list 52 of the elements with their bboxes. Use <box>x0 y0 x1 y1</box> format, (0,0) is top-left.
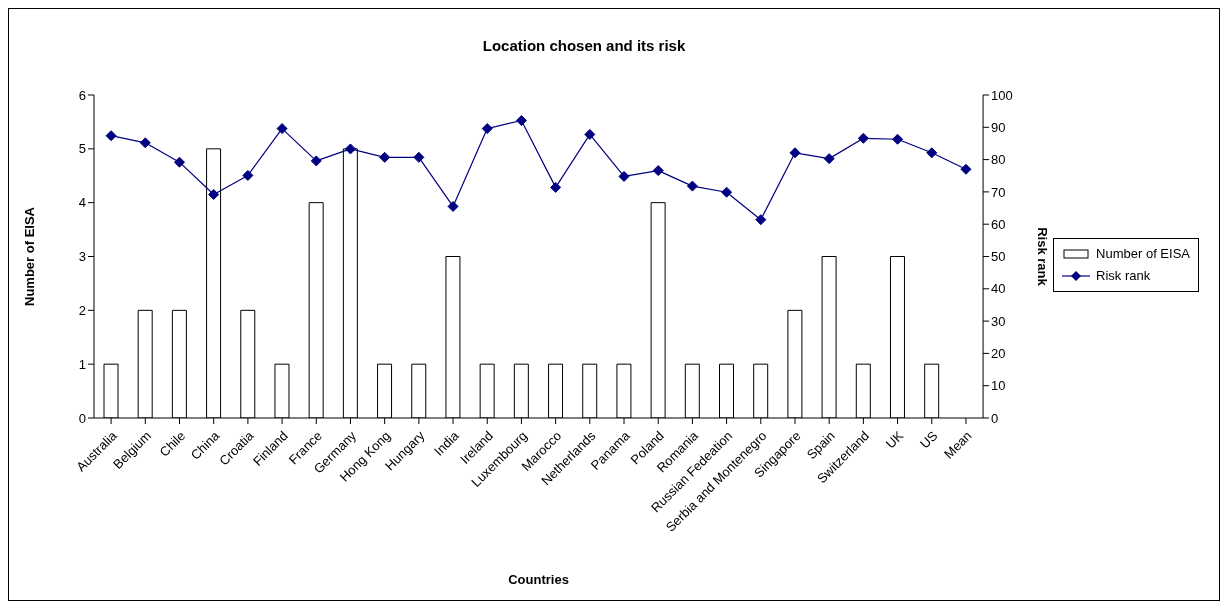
point <box>550 181 562 193</box>
legend-label: Risk rank <box>1096 266 1151 285</box>
y2-tick-label: 0 <box>991 410 999 426</box>
point <box>892 133 904 145</box>
y-tick-label: 3 <box>78 249 86 265</box>
point <box>276 123 288 135</box>
x-tick-label: US <box>917 427 941 452</box>
point <box>139 137 151 149</box>
point <box>447 200 459 212</box>
y2-tick-label: 100 <box>991 87 1013 103</box>
point <box>789 147 801 159</box>
point <box>618 170 630 182</box>
point <box>515 115 527 127</box>
y2-tick-label: 50 <box>991 249 1006 265</box>
y2-tick-label: 70 <box>991 184 1006 200</box>
point <box>310 155 322 167</box>
y2-tick-label: 10 <box>991 378 1006 394</box>
x-axis-title: Countries <box>508 572 569 587</box>
y-tick-label: 4 <box>78 195 86 211</box>
point <box>960 163 972 175</box>
point <box>584 128 596 140</box>
chart-title: Location chosen and its risk <box>481 37 687 54</box>
point <box>823 153 835 165</box>
point <box>344 143 356 155</box>
y-tick-label: 1 <box>78 356 86 372</box>
point <box>652 165 664 177</box>
point <box>173 156 185 168</box>
point <box>379 151 391 163</box>
y2-tick-label: 90 <box>991 119 1006 135</box>
y2-tick-label: 30 <box>991 313 1006 329</box>
point <box>242 169 254 181</box>
y2-tick-label: 80 <box>991 152 1006 168</box>
y2-tick-label: 60 <box>991 216 1006 232</box>
y-tick-label: 5 <box>78 141 86 157</box>
y2-tick-label: 40 <box>991 281 1006 297</box>
point <box>481 123 493 135</box>
y2-axis-title: Risk rank <box>1035 227 1051 287</box>
y2-tick-label: 20 <box>991 346 1006 362</box>
point <box>857 132 869 144</box>
y-tick-label: 2 <box>78 302 86 318</box>
x-tick-label: UK <box>882 427 907 452</box>
y-tick-label: 6 <box>78 87 86 103</box>
y-tick-label: 0 <box>78 410 86 426</box>
point <box>413 151 425 163</box>
point <box>755 214 767 226</box>
point <box>105 130 117 142</box>
point <box>721 186 733 198</box>
legend-label: Number of EISA <box>1096 244 1190 263</box>
point <box>926 147 938 159</box>
point <box>208 188 220 200</box>
point <box>686 180 698 192</box>
y-axis-title: Number of EISA <box>21 206 37 306</box>
